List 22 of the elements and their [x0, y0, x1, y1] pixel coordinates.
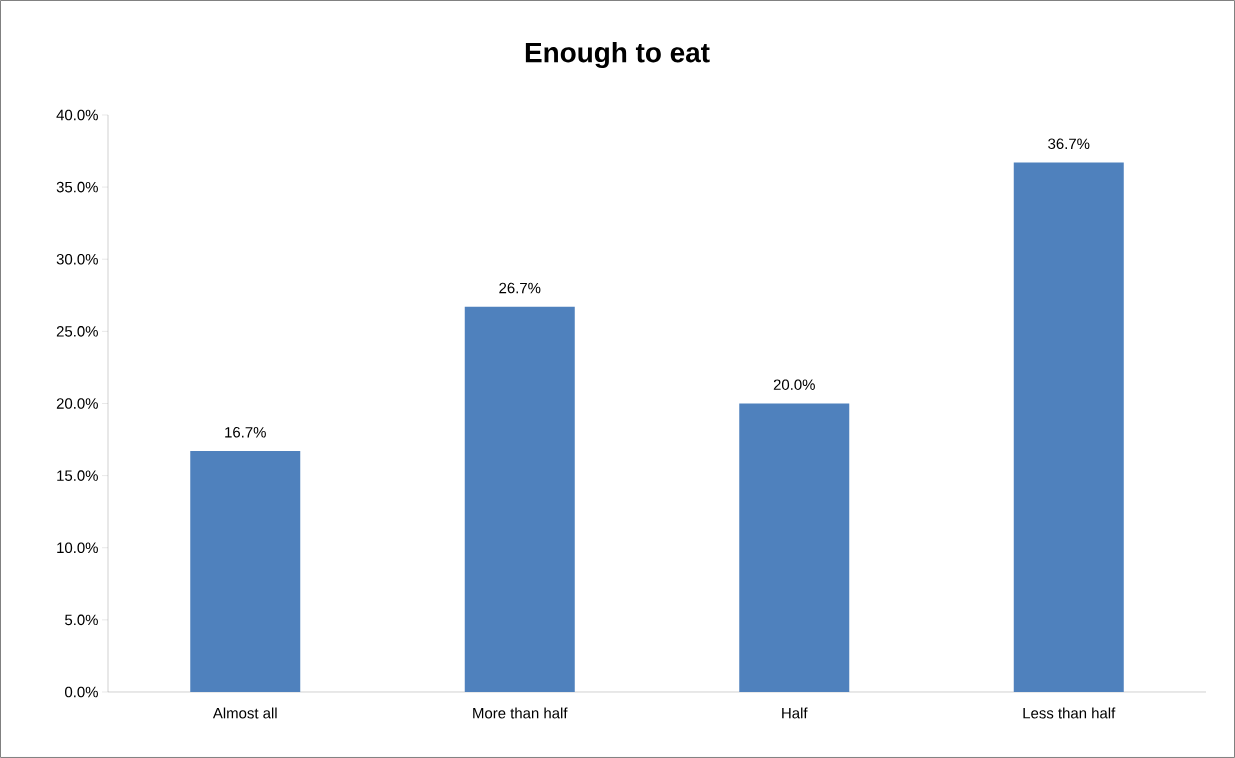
bar [190, 451, 301, 692]
y-tick-label: 5.0% [65, 614, 98, 626]
data-label: 16.7% [225, 426, 266, 438]
y-tick-label: 10.0% [57, 542, 98, 554]
y-tick-label: 25.0% [56, 326, 98, 337]
x-tick-label: More than half [473, 707, 568, 719]
chart-title: Enough to eat [525, 41, 710, 69]
y-tick-label: 15.0% [57, 470, 98, 481]
y-tick-label: 40.0% [56, 109, 98, 121]
y-tick-label: 30.0% [56, 253, 98, 265]
y-tick-label: 0.0% [65, 686, 98, 698]
bar [1013, 162, 1124, 692]
bar [739, 403, 850, 692]
y-tick-label: 35.0% [56, 181, 98, 193]
x-tick-label: Less than half [1023, 707, 1116, 719]
x-tick-label: Almost all [212, 707, 277, 719]
data-label: 26.7% [499, 282, 541, 294]
x-tick-label: Half [782, 707, 808, 719]
y-tick-label: 20.0% [56, 398, 98, 409]
bar [464, 306, 575, 692]
data-label: 36.7% [1048, 138, 1090, 150]
data-label: 20.0% [773, 379, 815, 390]
